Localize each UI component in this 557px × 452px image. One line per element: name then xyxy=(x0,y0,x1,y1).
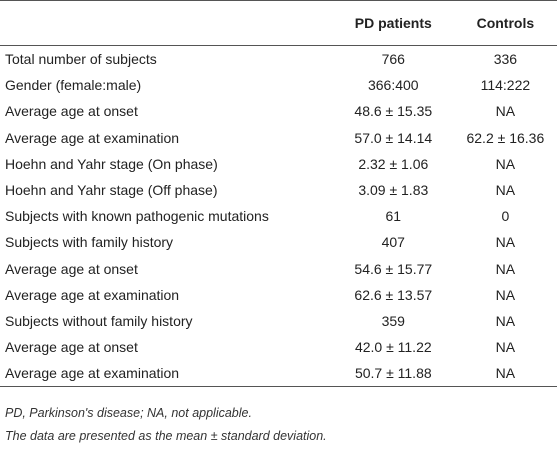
table-row: Hoehn and Yahr stage (On phase) 2.32 ± 1.… xyxy=(0,151,557,177)
cell-value: 0 xyxy=(501,208,510,225)
cell-value: 62.2 ± 16.36 xyxy=(466,129,545,146)
table-row: Subjects without family history 359 NA xyxy=(0,308,557,334)
row-label: Subjects without family history xyxy=(5,312,193,329)
footnote: PD, Parkinson's disease; NA, not applica… xyxy=(5,406,252,420)
cell-value: 407 xyxy=(381,234,405,251)
table-row: Subjects with known pathogenic mutations… xyxy=(0,203,557,229)
header-row: PD patients Controls xyxy=(0,0,557,46)
table-row: Total number of subjects 766 336 xyxy=(0,46,557,73)
cell-value: NA xyxy=(495,234,516,251)
table-row: Average age at examination 62.6 ± 13.57 NA xyxy=(0,282,557,308)
cell-value: 336 xyxy=(493,51,518,68)
table-row: Average age at onset 42.0 ± 11.22 NA xyxy=(0,334,557,360)
cell-value: NA xyxy=(495,103,516,120)
cell-value: 3.09 ± 1.83 xyxy=(358,182,429,199)
cell-value: 42.0 ± 11.22 xyxy=(354,339,432,356)
row-label: Average age at examination xyxy=(5,286,180,303)
cell-value: 50.7 ± 11.88 xyxy=(332,360,454,388)
row-label: Hoehn and Yahr stage (On phase) xyxy=(5,155,218,172)
cell-value: 61 xyxy=(385,208,402,225)
cell-value: 359 xyxy=(381,312,405,329)
cell-value: NA xyxy=(495,260,516,277)
cell-value: 114:222 xyxy=(480,77,531,94)
cell-value: NA xyxy=(495,312,516,329)
cell-value: NA xyxy=(495,155,516,172)
cell-value: 2.32 ± 1.06 xyxy=(358,155,429,172)
cell-value: 62.6 ± 13.57 xyxy=(354,286,433,303)
table-row: Hoehn and Yahr stage (Off phase) 3.09 ± 1… xyxy=(0,177,557,203)
row-label: Subjects with known pathogenic mutations xyxy=(5,208,269,225)
row-label: Average age at onset xyxy=(5,103,138,120)
cell-value: 366:400 xyxy=(367,77,419,94)
table-row: Gender (female:male) 366:400 114:222 xyxy=(0,72,557,98)
row-label: Total number of subjects xyxy=(5,51,157,68)
row-label: Average age at onset xyxy=(5,260,138,277)
cell-value: NA xyxy=(453,360,557,388)
table-body: Total number of subjects 766 336 Gender (fe… xyxy=(0,46,557,388)
table-row: Average age at examination 50.7 ± 11.88 NA xyxy=(0,360,557,388)
table-row: Subjects with family history 407 NA xyxy=(0,229,557,255)
row-label: Subjects with family history xyxy=(5,234,174,251)
footnote: The data are presented as the mean ± sta… xyxy=(5,429,327,443)
data-table: PD patients Controls Total number of sub… xyxy=(0,0,557,388)
row-label: Hoehn and Yahr stage (Off phase) xyxy=(5,182,218,199)
column-header: PD patients xyxy=(332,0,454,46)
cell-value: 48.6 ± 15.35 xyxy=(354,103,433,120)
cell-value: 57.0 ± 14.14 xyxy=(354,129,433,146)
row-label: Average age at examination xyxy=(5,129,180,146)
header-blank xyxy=(0,0,333,46)
column-header: Controls xyxy=(453,0,557,46)
cell-value: NA xyxy=(495,286,516,303)
cell-value: NA xyxy=(495,339,516,356)
table-row: Average age at onset 54.6 ± 15.77 NA xyxy=(0,256,557,282)
table-row: Average age at examination 57.0 ± 14.14 62… xyxy=(0,125,557,151)
table-row: Average age at onset 48.6 ± 15.35 NA xyxy=(0,98,557,124)
cell-value: NA xyxy=(495,182,516,199)
cell-value: 766 xyxy=(381,51,405,68)
footnotes: PD, Parkinson's disease; NA, not applica… xyxy=(5,402,327,448)
cell-value: 54.6 ± 15.77 xyxy=(354,260,433,277)
row-label: Gender (female:male) xyxy=(5,77,142,94)
row-label: Average age at examination xyxy=(0,360,333,388)
row-label: Average age at onset xyxy=(5,339,138,356)
